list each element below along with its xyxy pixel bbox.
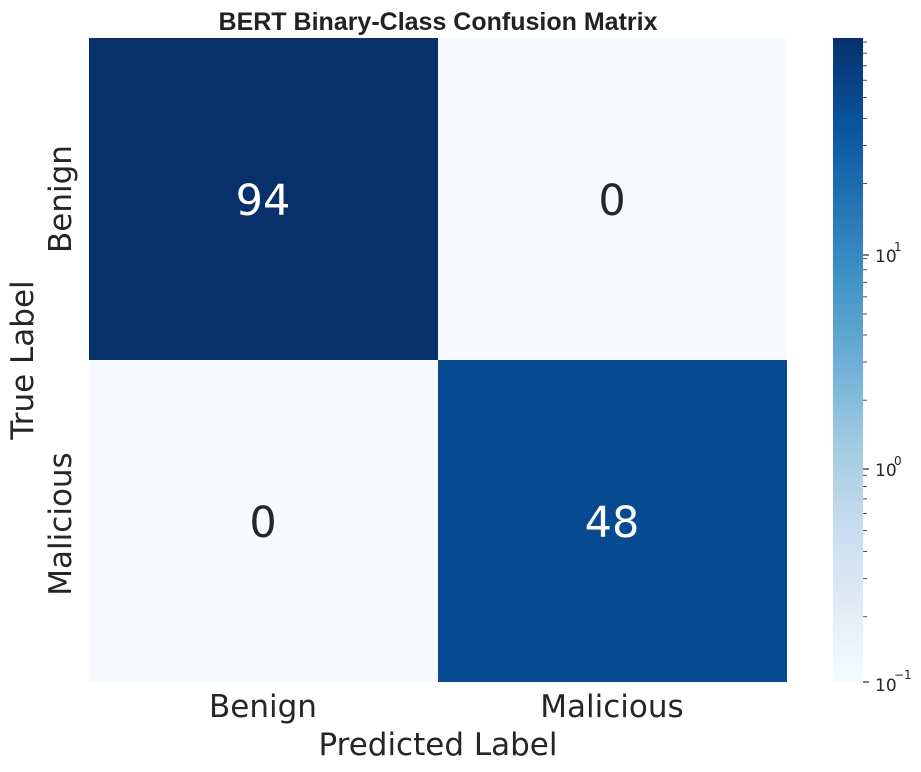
- y-tick-malicious: Malicious: [43, 452, 79, 595]
- colorbar: [833, 38, 863, 682]
- x-tick-malicious: Malicious: [540, 689, 683, 725]
- cell-value-benign-benign: 94: [236, 176, 291, 226]
- y-tick-benign: Benign: [43, 145, 79, 253]
- x-axis-label: Predicted Label: [318, 727, 557, 763]
- y-axis-label: True Label: [5, 280, 41, 440]
- cell-value-malicious-malicious: 48: [585, 498, 640, 548]
- colorbar-tick-10-1-exponent: 1: [894, 240, 902, 254]
- colorbar-tick-10-1: 10 1: [863, 240, 902, 267]
- colorbar-tick-10-1-base: 10: [875, 247, 897, 267]
- cell-benign-benign: [89, 38, 438, 360]
- x-tick-benign: Benign: [209, 689, 317, 725]
- chart-title: BERT Binary-Class Confusion Matrix: [219, 8, 658, 36]
- cell-malicious-benign: [89, 360, 438, 682]
- colorbar-tick-10-0: 10 0: [863, 454, 902, 481]
- heatmap-grid: [89, 38, 787, 682]
- cell-benign-malicious: [438, 38, 787, 360]
- cell-value-benign-malicious: 0: [598, 176, 625, 226]
- cell-value-malicious-benign: 0: [249, 498, 276, 548]
- cell-malicious-malicious: [438, 360, 787, 682]
- colorbar-tick-10-0-base: 10: [875, 461, 897, 481]
- colorbar-tick-10-minus1-base: 10: [875, 676, 897, 696]
- colorbar-tick-10-minus1: 10 −1: [863, 668, 912, 696]
- colorbar-tick-10-minus1-exponent: −1: [894, 668, 912, 682]
- colorbar-minor-ticks: [863, 41, 867, 618]
- colorbar-tick-10-0-exponent: 0: [894, 454, 902, 468]
